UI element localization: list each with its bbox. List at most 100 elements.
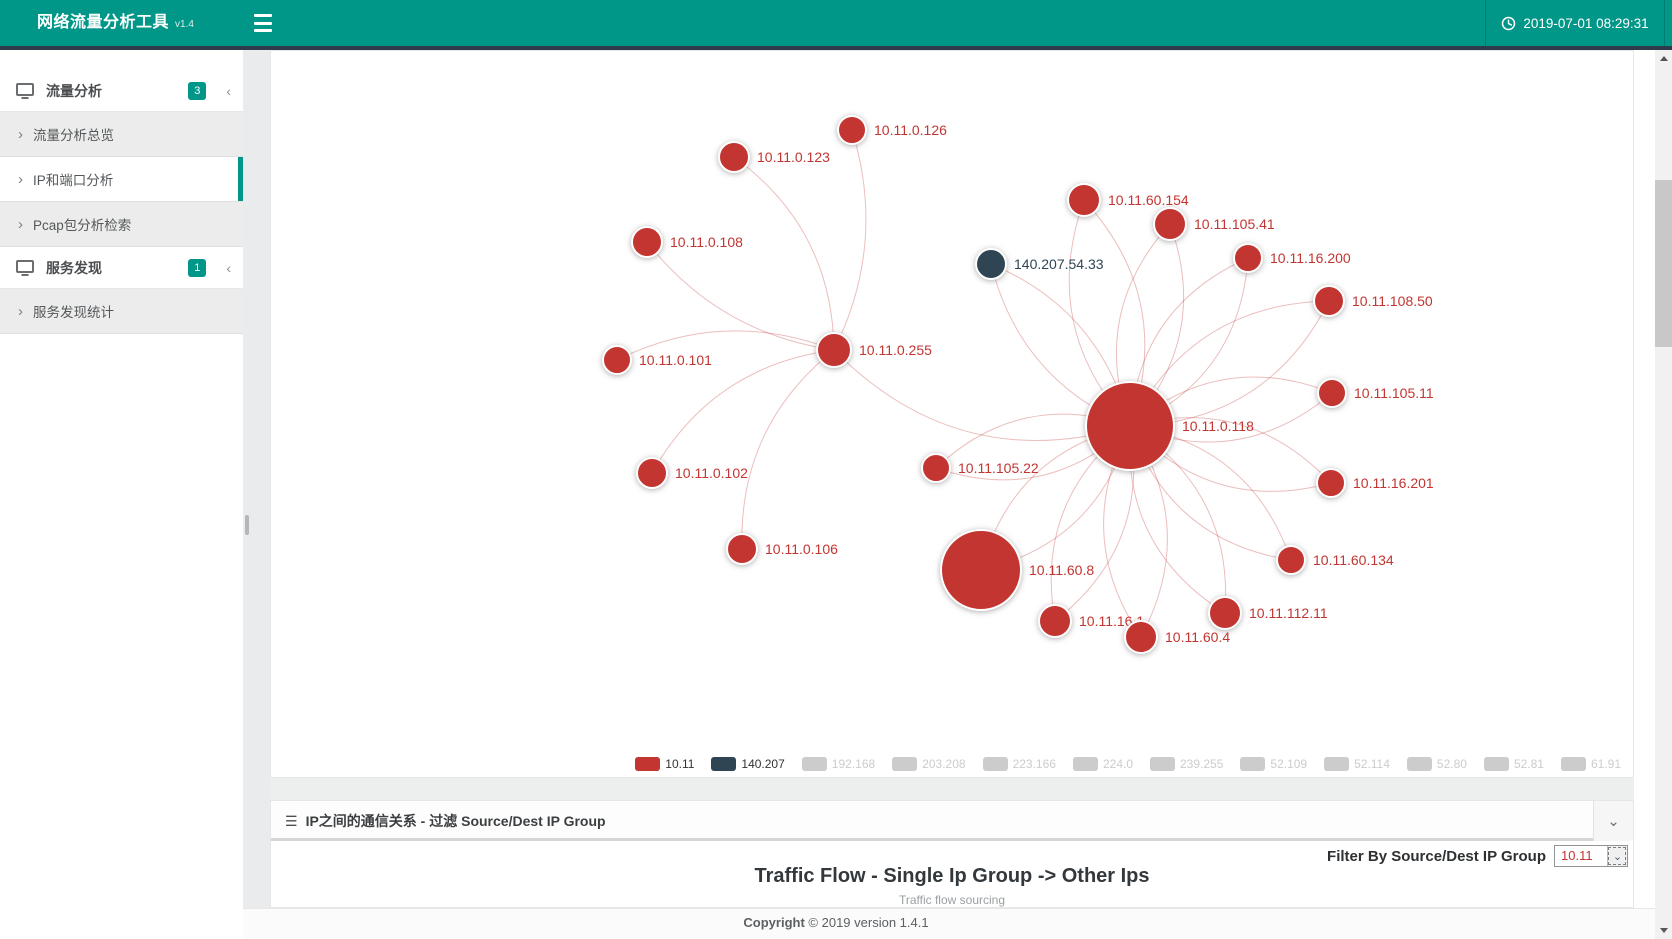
graph-node[interactable]	[837, 115, 867, 145]
app-title: 网络流量分析工具	[37, 14, 170, 31]
top-navbar: 网络流量分析工具 v1.4 2019-07-01 08:29:31	[0, 0, 1672, 46]
legend-label: 223.166	[1012, 757, 1056, 771]
ip-communication-panel: ☰ IP之间的通信关系 - 过滤 Source/Dest IP Group ⌄ …	[270, 800, 1634, 908]
chevron-right-icon: ›	[18, 215, 23, 233]
copyright-rest: © 2019 version 1.4.1	[808, 915, 929, 930]
chevron-right-icon: ›	[18, 125, 23, 143]
legend-item[interactable]: 52.80	[1406, 757, 1467, 771]
ip-graph-panel: 10.11.0.123 10.11.0.126 10.11.60.154 10.11.…	[270, 50, 1634, 778]
legend-swatch	[711, 757, 737, 771]
select-dropdown-arrow[interactable]: ⌄	[1607, 846, 1627, 866]
legend-label: 10.11	[665, 757, 695, 771]
legend-item[interactable]: 224.0	[1072, 757, 1133, 771]
legend-item[interactable]: 192.168	[801, 757, 875, 771]
legend-item[interactable]: 61.91	[1560, 757, 1621, 771]
graph-node-label: 10.11.112.11	[1249, 605, 1328, 621]
legend-swatch	[1072, 757, 1098, 771]
clock-display: 2019-07-01 08:29:31	[1485, 0, 1665, 46]
sidebar-item-pcap-search[interactable]: › Pcap包分析检索	[0, 202, 243, 247]
graph-node-label: 10.11.0.126	[874, 122, 947, 138]
header-divider	[0, 46, 1672, 50]
filter-label: Filter By Source/Dest IP Group	[1327, 847, 1546, 865]
graph-node[interactable]	[1317, 378, 1347, 408]
graph-node[interactable]	[1313, 285, 1345, 317]
graph-node[interactable]	[1276, 545, 1306, 575]
graph-node-label: 10.11.105.22	[958, 460, 1039, 476]
legend-swatch	[982, 757, 1008, 771]
sidebar-item-traffic-overview[interactable]: › 流量分析总览	[0, 112, 243, 157]
graph-node[interactable]	[602, 345, 632, 375]
graph-node[interactable]	[1038, 604, 1072, 638]
chevron-left-icon[interactable]: ‹	[226, 259, 231, 276]
graph-node[interactable]	[975, 248, 1007, 280]
sidebar-item-label: 流量分析总览	[33, 128, 114, 143]
list-bars-icon: ☰	[285, 813, 298, 829]
graph-node[interactable]	[1233, 243, 1263, 273]
legend-item[interactable]: 203.208	[892, 757, 966, 771]
panel-title-text: IP之间的通信关系 - 过滤 Source/Dest IP Group	[305, 813, 606, 829]
legend-label: 224.0	[1102, 757, 1133, 771]
graph-node[interactable]	[1124, 620, 1158, 654]
hamburger-menu-icon[interactable]	[254, 14, 276, 32]
legend-item[interactable]: 140.207	[711, 757, 785, 771]
graph-node[interactable]	[1208, 596, 1242, 630]
legend-label: 52.81	[1513, 757, 1544, 771]
sidebar-section-service-discovery[interactable]: 服务发现 1 ‹	[0, 247, 243, 289]
graph-node[interactable]	[1067, 183, 1101, 217]
legend-item[interactable]: 52.81	[1483, 757, 1544, 771]
graph-node[interactable]	[1316, 468, 1346, 498]
monitor-icon	[16, 259, 34, 276]
graph-node[interactable]	[921, 453, 951, 483]
graph-node[interactable]	[1153, 207, 1187, 241]
sidebar-item-label: IP和端口分析	[33, 173, 114, 188]
legend-item[interactable]: 10.11	[635, 757, 694, 771]
graph-node-label: 10.11.0.102	[675, 465, 748, 481]
graph-node[interactable]	[636, 457, 668, 489]
sidebar-item-ip-port-analysis[interactable]: › IP和端口分析	[0, 157, 243, 202]
graph-node-label: 10.11.60.154	[1108, 192, 1189, 208]
graph-node[interactable]	[1085, 381, 1175, 471]
sidebar-section-label: 服务发现	[46, 259, 102, 276]
page-scrollbar[interactable]	[1655, 50, 1672, 939]
ip-group-select[interactable]: 10.11 ⌄	[1554, 845, 1628, 867]
legend-item[interactable]: 223.166	[982, 757, 1056, 771]
legend-swatch	[1406, 757, 1432, 771]
scrollbar-thumb[interactable]	[1655, 180, 1672, 347]
graph-edge	[833, 129, 867, 351]
copyright-bold: Copyright	[743, 915, 805, 930]
sidebar-scrollbar-thumb[interactable]	[245, 515, 249, 535]
legend-item[interactable]: 239.255	[1150, 757, 1223, 771]
graph-node[interactable]	[940, 529, 1022, 611]
scroll-down-arrow[interactable]	[1655, 922, 1672, 939]
app-brand: 网络流量分析工具 v1.4	[37, 0, 194, 46]
chevron-down-icon: ⌄	[1607, 813, 1620, 830]
graph-edge	[616, 330, 835, 361]
scroll-up-arrow[interactable]	[1655, 50, 1672, 67]
legend-swatch	[1560, 757, 1586, 771]
legend-label: 61.91	[1590, 757, 1621, 771]
graph-node-label: 140.207.54.33	[1014, 256, 1104, 272]
chevron-left-icon[interactable]: ‹	[226, 82, 231, 99]
legend-item[interactable]: 52.109	[1240, 757, 1307, 771]
graph-node[interactable]	[726, 533, 758, 565]
graph-node-label: 10.11.108.50	[1352, 293, 1433, 309]
graph-node-label: 10.11.105.11	[1354, 385, 1434, 401]
graph-node[interactable]	[816, 332, 852, 368]
graph-node-label: 10.11.60.4	[1165, 629, 1231, 645]
graph-node[interactable]	[631, 226, 663, 258]
graph-node-label: 10.11.0.106	[765, 541, 838, 557]
graph-node-label: 10.11.0.255	[859, 342, 932, 358]
graph-node-label: 10.11.0.108	[670, 234, 743, 250]
sidebar-section-traffic-analysis[interactable]: 流量分析 3 ‹	[0, 70, 243, 112]
sidebar-item-service-discovery-stats[interactable]: › 服务发现统计	[0, 289, 243, 334]
legend-swatch	[801, 757, 827, 771]
legend-label: 52.80	[1436, 757, 1467, 771]
graph-node[interactable]	[718, 141, 750, 173]
legend-item[interactable]: 52.114	[1324, 757, 1390, 771]
legend-swatch	[1324, 757, 1350, 771]
legend-label: 239.255	[1180, 757, 1224, 771]
panel-collapse-button[interactable]: ⌄	[1593, 801, 1633, 841]
ip-group-filter: Filter By Source/Dest IP Group 10.11 ⌄	[1327, 844, 1628, 868]
graph-node-label: 10.11.60.8	[1029, 562, 1095, 578]
legend-label: 140.207	[741, 757, 785, 771]
